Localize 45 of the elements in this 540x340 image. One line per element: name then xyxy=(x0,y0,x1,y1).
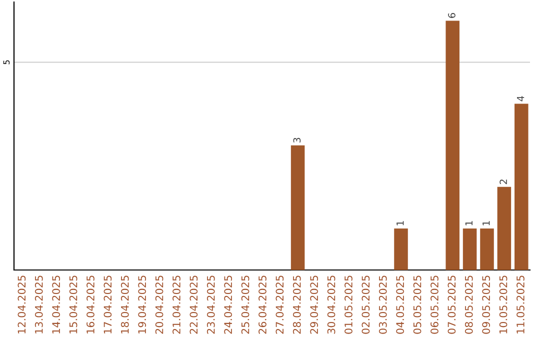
x-tick-label: 24.04.2025 xyxy=(224,276,232,334)
x-tick-label: 27.04.2025 xyxy=(276,276,284,334)
x-tick-label: 03.05.2025 xyxy=(378,276,387,334)
x-tick-label: 08.05.2025 xyxy=(464,276,473,334)
data-label: 6 xyxy=(448,13,456,18)
data-label: 1 xyxy=(465,221,472,226)
x-tick-label: 26.04.2025 xyxy=(258,276,266,334)
x-tick-label: 10.05.2025 xyxy=(499,276,508,334)
data-label: 4 xyxy=(516,96,524,102)
x-tick-label: 19.04.2025 xyxy=(138,276,146,334)
x-tick-label: 21.04.2025 xyxy=(172,276,180,334)
bar xyxy=(394,228,408,270)
x-tick-label: 30.04.2025 xyxy=(327,276,336,334)
x-tick-label: 28.04.2025 xyxy=(292,276,301,334)
x-tick-label: 04.05.2025 xyxy=(396,276,404,334)
bar xyxy=(480,228,494,270)
data-label: 3 xyxy=(293,138,301,143)
x-tick-label: 09.05.2025 xyxy=(482,276,490,334)
x-tick-label: 07.05.2025 xyxy=(448,276,456,334)
x-tick-label: 25.04.2025 xyxy=(241,276,250,334)
x-tick-label: 29.04.2025 xyxy=(310,276,318,334)
x-tick-label: 20.04.2025 xyxy=(155,276,164,334)
y-tick-label: 5 xyxy=(3,60,10,64)
x-tick-label: 05.05.2025 xyxy=(413,276,422,334)
x-tick-label: 22.04.2025 xyxy=(190,276,198,334)
x-tick-label: 06.05.2025 xyxy=(430,276,438,334)
bar xyxy=(497,186,512,270)
x-tick-label: 01.05.2025 xyxy=(344,276,352,334)
x-tick-label: 02.05.2025 xyxy=(362,276,370,334)
x-tick-label: 17.04.2025 xyxy=(104,276,112,334)
x-tick-label: 15.04.2025 xyxy=(69,276,78,334)
x-tick-label: 14.04.2025 xyxy=(52,276,60,334)
bar xyxy=(290,145,305,270)
x-tick-label: 23.04.2025 xyxy=(206,276,215,334)
data-label: 1 xyxy=(482,221,490,226)
x-tick-label: 11.05.2025 xyxy=(516,276,524,334)
bar xyxy=(462,228,477,270)
x-tick-label: 16.04.2025 xyxy=(86,276,94,334)
bar xyxy=(446,20,460,270)
data-label: 2 xyxy=(500,180,507,184)
x-tick-label: 12.04.2025 xyxy=(18,276,26,334)
x-tick-label: 13.04.2025 xyxy=(34,276,43,334)
data-label: 1 xyxy=(396,221,404,226)
bar xyxy=(514,104,528,270)
x-tick-label: 18.04.2025 xyxy=(120,276,129,334)
